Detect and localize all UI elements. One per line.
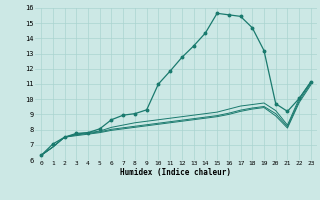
X-axis label: Humidex (Indice chaleur): Humidex (Indice chaleur) — [121, 168, 231, 177]
